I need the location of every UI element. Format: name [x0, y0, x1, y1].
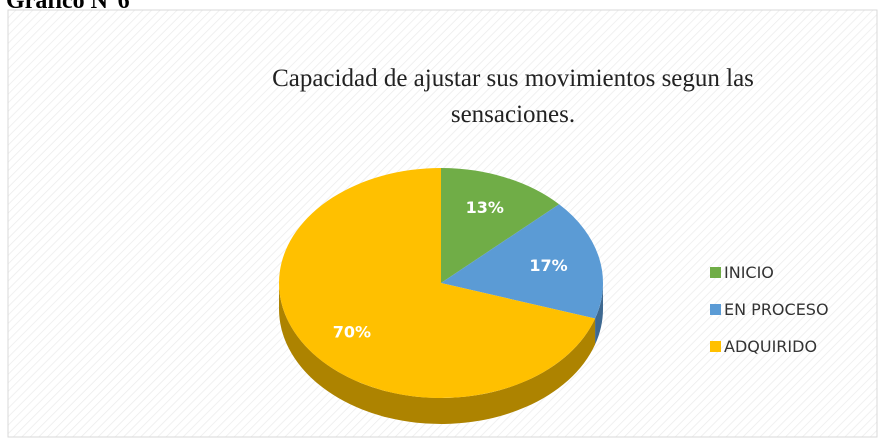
data-label: 17% — [529, 256, 567, 275]
legend-swatch — [710, 267, 721, 278]
legend-swatch — [710, 341, 721, 352]
legend-label: INICIO — [724, 263, 774, 282]
data-label: 13% — [466, 198, 504, 217]
slice — [441, 168, 560, 283]
slice-side — [595, 283, 603, 345]
chart-title: sensaciones. — [451, 101, 575, 128]
slice-side — [279, 283, 596, 424]
slice — [279, 168, 596, 398]
data-label: 70% — [333, 323, 371, 342]
legend-label: EN PROCESO — [724, 300, 829, 319]
legend-label: ADQUIRIDO — [724, 337, 817, 356]
slice — [441, 204, 603, 319]
chart-title: Capacidad de ajustar sus movimientos seg… — [272, 65, 754, 92]
legend-swatch — [710, 304, 721, 315]
